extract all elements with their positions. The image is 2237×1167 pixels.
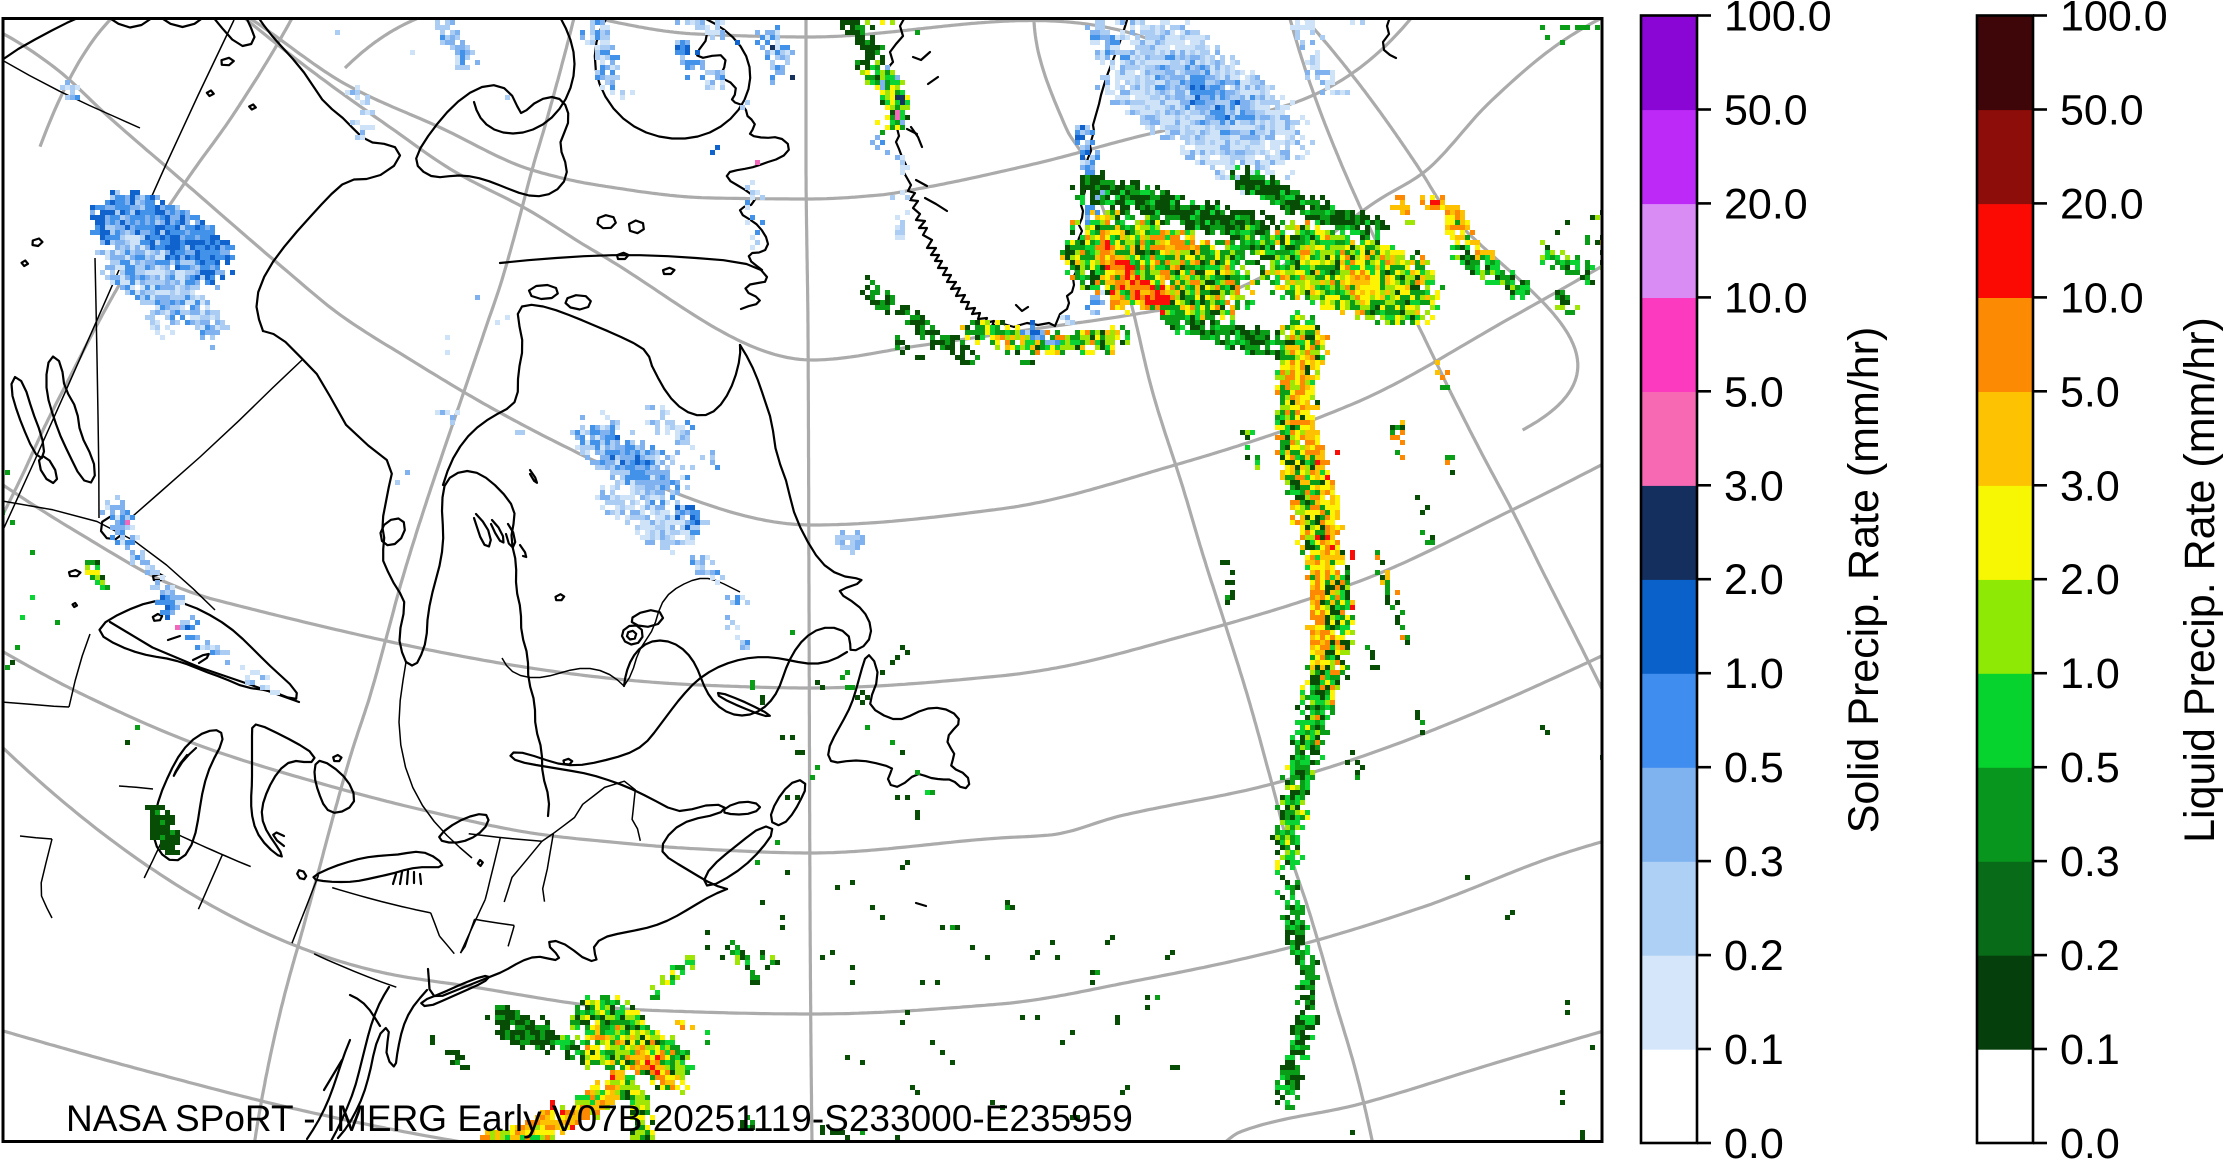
svg-text:5.0: 5.0 [2060, 368, 2120, 416]
svg-text:100.0: 100.0 [1724, 0, 1832, 41]
svg-text:0.3: 0.3 [1724, 838, 1784, 886]
svg-text:3.0: 3.0 [2060, 462, 2120, 510]
svg-text:NASA SPoRT - IMERG Early V07B: NASA SPoRT - IMERG Early V07B 20251119-S… [66, 1098, 1133, 1139]
svg-text:0.2: 0.2 [2060, 932, 2120, 980]
svg-text:0.5: 0.5 [1724, 744, 1784, 792]
svg-text:0.0: 0.0 [2060, 1120, 2120, 1167]
svg-text:2.0: 2.0 [1724, 556, 1784, 604]
svg-text:50.0: 50.0 [1724, 87, 1808, 135]
svg-text:2.0: 2.0 [2060, 556, 2120, 604]
svg-text:1.0: 1.0 [2060, 650, 2120, 698]
svg-text:1.0: 1.0 [1724, 650, 1784, 698]
svg-text:0.1: 0.1 [1724, 1026, 1784, 1074]
svg-text:3.0: 3.0 [1724, 462, 1784, 510]
svg-text:20.0: 20.0 [2060, 180, 2144, 228]
svg-text:10.0: 10.0 [1724, 274, 1808, 322]
svg-text:Liquid Precip. Rate (mm/hr): Liquid Precip. Rate (mm/hr) [2176, 317, 2224, 843]
svg-text:0.5: 0.5 [2060, 744, 2120, 792]
svg-text:0.2: 0.2 [1724, 932, 1784, 980]
svg-text:0.0: 0.0 [1724, 1120, 1784, 1167]
svg-text:100.0: 100.0 [2060, 0, 2168, 41]
svg-text:0.1: 0.1 [2060, 1026, 2120, 1074]
svg-text:0.3: 0.3 [2060, 838, 2120, 886]
svg-text:20.0: 20.0 [1724, 180, 1808, 228]
svg-text:50.0: 50.0 [2060, 87, 2144, 135]
svg-text:Solid Precip. Rate (mm/hr): Solid Precip. Rate (mm/hr) [1840, 327, 1888, 834]
svg-text:5.0: 5.0 [1724, 368, 1784, 416]
svg-text:10.0: 10.0 [2060, 274, 2144, 322]
